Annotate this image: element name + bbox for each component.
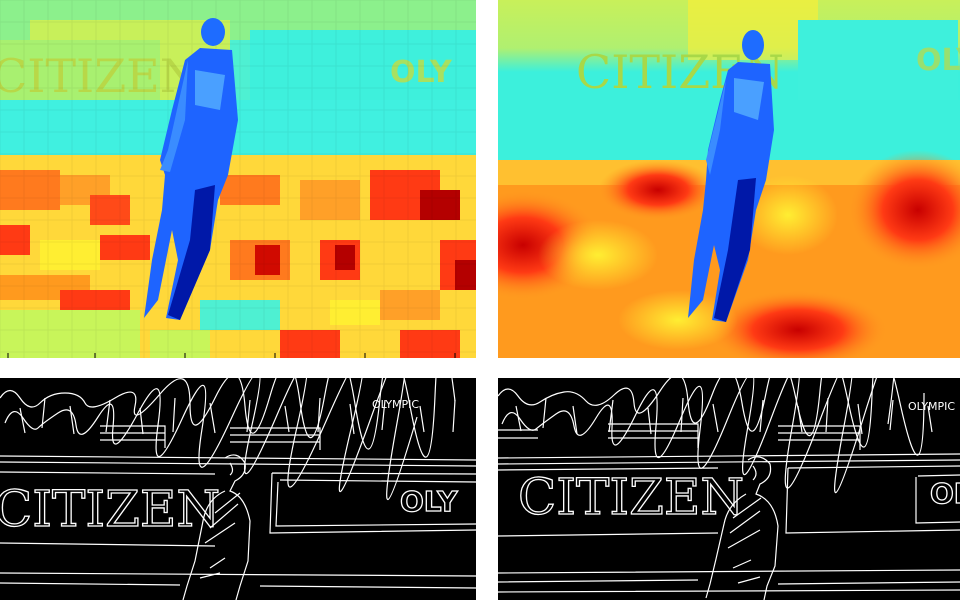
person-silhouette-left — [144, 18, 238, 320]
edge-lines-right: OLYMPIC — [498, 378, 960, 600]
person-silhouette-right — [688, 30, 774, 322]
heatmap-left-image: CITIZEN OLY — [0, 0, 476, 358]
small-banner-text: OLYMPIC — [372, 398, 419, 411]
banner-text-right: OLY — [916, 43, 960, 78]
edges-left-image: OLYMPIC CITIZEN OLY — [0, 378, 476, 600]
citizen-edge-text: CITIZEN — [0, 480, 220, 538]
axis-ticks — [7, 353, 456, 358]
edge-lines-left: OLYMPIC — [0, 378, 476, 600]
heatmap-left-panel: CITIZEN OLY — [0, 0, 476, 358]
edges-right-image: OLYMPIC CITIZEN OLY — [498, 378, 960, 600]
heatmap-right-panel: CITIZEN OLY — [498, 0, 960, 358]
edges-left-panel: OLYMPIC CITIZEN OLY — [0, 378, 476, 600]
edges-right-panel: OLYMPIC CITIZEN OLY — [498, 378, 960, 600]
olympic-edge-text: OLY — [400, 485, 458, 518]
olympic-edge-text-right: OLY — [930, 477, 960, 510]
heatmap-right-image: CITIZEN OLY — [498, 0, 960, 358]
citizen-edge-text-right: CITIZEN — [518, 468, 744, 526]
small-banner-text-right: OLYMPIC — [908, 400, 955, 413]
